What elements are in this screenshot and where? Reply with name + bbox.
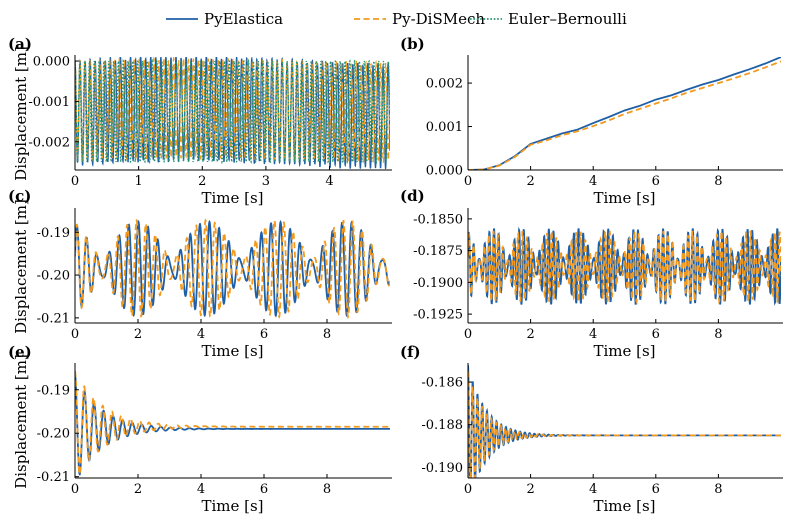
series-group (468, 57, 781, 170)
x-tick-label: 8 (714, 482, 722, 497)
y-tick-label: -0.20 (37, 427, 70, 442)
y-tick-label: -0.001 (28, 95, 70, 110)
y-axis-label: Displacement [m] (12, 46, 30, 181)
x-axis-label: Time [s] (201, 189, 263, 207)
x-tick-label: 2 (198, 174, 206, 189)
x-tick-label: 4 (589, 327, 597, 342)
x-tick-label: 8 (323, 482, 331, 497)
series-line-py-dismech (75, 57, 390, 164)
x-tick-label: 8 (323, 327, 331, 342)
y-tick-label: -0.21 (37, 470, 70, 485)
series-line-pyelastica (468, 57, 781, 170)
x-tick-label: 8 (714, 327, 722, 342)
legend: PyElastica Py-DiSMech Euler–Bernoulli (166, 10, 627, 28)
y-tick-label: 0.002 (426, 77, 463, 92)
x-tick-label: 2 (134, 327, 142, 342)
panel-label: (b) (400, 35, 425, 53)
x-axis-label: Time [s] (593, 342, 655, 360)
x-tick-label: 0 (71, 482, 79, 497)
series-line-pyelastica (468, 365, 781, 478)
x-tick-label: 3 (262, 174, 270, 189)
x-tick-label: 2 (526, 174, 534, 189)
x-axis-label: Time [s] (593, 189, 655, 207)
series-group (468, 365, 781, 478)
x-tick-label: 4 (197, 482, 205, 497)
panel-label: (f) (400, 343, 421, 361)
y-tick-label: -0.21 (37, 311, 70, 326)
series-group (468, 226, 781, 306)
x-tick-label: 0 (71, 327, 79, 342)
series-line-py-dismech (468, 371, 781, 478)
x-tick-label: 0 (464, 482, 472, 497)
series-line-euler-bernoulli (75, 58, 390, 165)
panel-label: (e) (8, 343, 32, 361)
x-tick-label: 6 (260, 327, 268, 342)
panel-d: (d) 0 2 4 6 8 -0.1850 -0.1875 -0.1900 -0.1925 Time… (400, 187, 783, 360)
x-tick-label: 4 (589, 174, 597, 189)
x-tick-label: 0 (464, 327, 472, 342)
panel-label: (d) (400, 187, 425, 205)
series-line-py-dismech (468, 228, 781, 305)
legend-entry-euler-bernoulli: Euler–Bernoulli (470, 10, 627, 28)
legend-entry-pyelastica: PyElastica (166, 10, 283, 28)
x-tick-label: 1 (134, 174, 142, 189)
y-tick-label: 0.000 (426, 164, 463, 179)
y-tick-label: -0.002 (28, 135, 70, 150)
y-tick-label: -0.190 (421, 461, 463, 476)
panels: (a) 0 1 2 3 4 0.000 -0.001 -0.002 Time [s] Displac… (8, 35, 783, 515)
x-tick-label: 6 (652, 174, 660, 189)
x-tick-label: 4 (589, 482, 597, 497)
legend-entry-py-dismech: Py-DiSMech (354, 10, 485, 28)
series-group (75, 370, 390, 477)
y-axis-label: Displacement [m] (12, 354, 30, 489)
panel-c: (c) 0 2 4 6 8 -0.19 -0.20 -0.21 Time [s] Displacem… (8, 187, 392, 360)
series-group (75, 218, 390, 319)
x-tick-label: 6 (652, 327, 660, 342)
legend-label: Euler–Bernoulli (508, 10, 627, 28)
x-tick-label: 8 (714, 174, 722, 189)
series-group (75, 57, 390, 170)
panel-label: (a) (8, 35, 32, 53)
y-tick-label: -0.19 (37, 383, 70, 398)
y-tick-label: -0.1925 (413, 308, 463, 323)
x-tick-label: 0 (71, 174, 79, 189)
y-tick-label: -0.20 (37, 269, 70, 284)
x-tick-label: 2 (526, 482, 534, 497)
y-tick-label: -0.186 (421, 376, 463, 391)
y-tick-label: -0.1900 (413, 276, 463, 291)
x-tick-label: 4 (197, 327, 205, 342)
series-line-py-dismech (75, 370, 390, 477)
x-axis-label: Time [s] (593, 497, 655, 515)
y-tick-label: -0.19 (37, 226, 70, 241)
y-tick-label: 0.000 (33, 55, 70, 70)
panel-e: (e) 0 2 4 6 8 -0.19 -0.20 -0.21 Time [s] Displacem… (8, 343, 392, 515)
x-tick-label: 6 (260, 482, 268, 497)
panel-f: (f) 0 2 4 6 8 -0.186 -0.188 -0.190 Time [s] (400, 343, 783, 515)
series-line-py-dismech (468, 60, 781, 170)
y-tick-label: -0.1850 (413, 212, 463, 227)
x-tick-label: 0 (464, 174, 472, 189)
x-axis-label: Time [s] (201, 342, 263, 360)
legend-label: PyElastica (204, 10, 283, 28)
panel-label: (c) (8, 187, 31, 205)
y-tick-label: 0.001 (426, 120, 463, 135)
x-tick-label: 2 (526, 327, 534, 342)
x-tick-label: 2 (134, 482, 142, 497)
panel-a: (a) 0 1 2 3 4 0.000 -0.001 -0.002 Time [s] Displac… (8, 35, 392, 207)
series-line-pyelastica (75, 374, 390, 476)
series-line-py-dismech (75, 218, 390, 319)
y-tick-label: -0.188 (421, 418, 463, 433)
y-axis-label: Displacement [m] (12, 199, 30, 334)
panel-b: (b) 0 2 4 6 8 0.000 0.001 0.002 Time [s] (400, 35, 783, 207)
y-tick-label: -0.1875 (413, 244, 463, 259)
x-axis-label: Time [s] (201, 497, 263, 515)
x-tick-label: 4 (325, 174, 333, 189)
legend-label: Py-DiSMech (392, 10, 485, 28)
x-tick-label: 6 (652, 482, 660, 497)
